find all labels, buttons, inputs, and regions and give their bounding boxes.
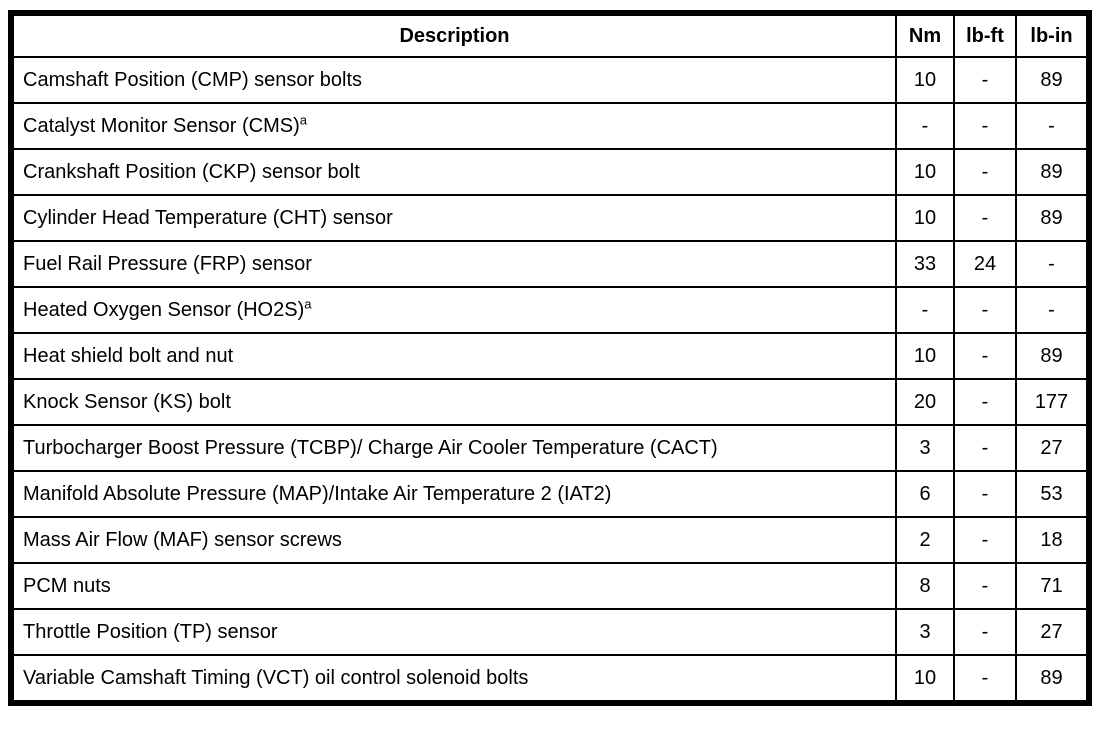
lb-in-value-cell: 53 [1015,470,1090,518]
footnote-marker: a [299,111,307,127]
description-text: Mass Air Flow (MAF) sensor screws [23,528,342,551]
column-header-lb-ft: lb-ft [953,12,1017,58]
lb-ft-value-cell: - [953,332,1017,380]
table-row: Crankshaft Position (CKP) sensor bolt 10… [10,148,1090,196]
nm-value-cell: 10 [895,654,955,704]
nm-value-cell: 6 [895,470,955,518]
table-row: Variable Camshaft Timing (VCT) oil contr… [10,654,1090,704]
lb-in-value-cell: 89 [1015,332,1090,380]
lb-in-value-cell: - [1015,102,1090,150]
description-text: Catalyst Monitor Sensor (CMS) [23,114,300,137]
table-header: Description Nm lb-ft lb-in [10,12,1090,58]
table-row: Throttle Position (TP) sensor 3 - 27 [10,608,1090,656]
table-row: Camshaft Position (CMP) sensor bolts 10 … [10,56,1090,104]
description-cell: PCM nuts [10,562,897,610]
description-text: Manifold Absolute Pressure (MAP)/Intake … [23,482,612,505]
torque-spec-table: Description Nm lb-ft lb-in Camshaft Posi… [8,10,1092,706]
description-cell: Cylinder Head Temperature (CHT) sensor [10,194,897,242]
description-cell: Fuel Rail Pressure (FRP) sensor [10,240,897,288]
nm-value-cell: 10 [895,194,955,242]
description-cell: Crankshaft Position (CKP) sensor bolt [10,148,897,196]
lb-in-value-cell: - [1015,286,1090,334]
description-text: Knock Sensor (KS) bolt [23,390,231,413]
description-cell: Turbocharger Boost Pressure (TCBP)/ Char… [10,424,897,472]
lb-ft-value-cell: - [953,654,1017,704]
description-text: PCM nuts [23,574,111,597]
table-body: Camshaft Position (CMP) sensor bolts 10 … [10,56,1090,704]
description-cell: Manifold Absolute Pressure (MAP)/Intake … [10,470,897,518]
lb-ft-value-cell: - [953,470,1017,518]
lb-in-value-cell: 89 [1015,148,1090,196]
table-row: Catalyst Monitor Sensor (CMS)a - - - [10,102,1090,150]
lb-ft-value-cell: - [953,56,1017,104]
nm-value-cell: 2 [895,516,955,564]
description-cell: Catalyst Monitor Sensor (CMS)a [10,102,897,150]
table-row: Manifold Absolute Pressure (MAP)/Intake … [10,470,1090,518]
lb-ft-value-cell: - [953,516,1017,564]
lb-ft-value-cell: - [953,562,1017,610]
table-row: PCM nuts 8 - 71 [10,562,1090,610]
table-row: Heat shield bolt and nut 10 - 89 [10,332,1090,380]
lb-ft-value-cell: 24 [953,240,1017,288]
column-header-lb-in: lb-in [1015,12,1090,58]
footnote-marker: a [304,295,312,311]
lb-in-value-cell: 27 [1015,608,1090,656]
lb-in-value-cell: 18 [1015,516,1090,564]
lb-ft-value-cell: - [953,608,1017,656]
nm-value-cell: 33 [895,240,955,288]
description-text: Throttle Position (TP) sensor [23,620,278,643]
nm-value-cell: 10 [895,56,955,104]
description-text: Variable Camshaft Timing (VCT) oil contr… [23,666,529,689]
lb-in-value-cell: 89 [1015,56,1090,104]
description-cell: Heat shield bolt and nut [10,332,897,380]
nm-value-cell: - [895,286,955,334]
lb-in-value-cell: 89 [1015,194,1090,242]
nm-value-cell: 8 [895,562,955,610]
description-cell: Knock Sensor (KS) bolt [10,378,897,426]
table-row: Fuel Rail Pressure (FRP) sensor 33 24 - [10,240,1090,288]
lb-ft-value-cell: - [953,102,1017,150]
description-cell: Mass Air Flow (MAF) sensor screws [10,516,897,564]
lb-in-value-cell: 89 [1015,654,1090,704]
nm-value-cell: 3 [895,608,955,656]
table-row: Knock Sensor (KS) bolt 20 - 177 [10,378,1090,426]
description-text: Camshaft Position (CMP) sensor bolts [23,68,363,91]
description-cell: Heated Oxygen Sensor (HO2S)a [10,286,897,334]
table-row: Cylinder Head Temperature (CHT) sensor 1… [10,194,1090,242]
description-text: Crankshaft Position (CKP) sensor bolt [23,160,360,183]
nm-value-cell: - [895,102,955,150]
lb-ft-value-cell: - [953,378,1017,426]
nm-value-cell: 3 [895,424,955,472]
description-text: Cylinder Head Temperature (CHT) sensor [23,206,393,229]
description-text: Heat shield bolt and nut [23,344,234,367]
description-cell: Throttle Position (TP) sensor [10,608,897,656]
description-text: Heated Oxygen Sensor (HO2S) [23,298,305,321]
nm-value-cell: 20 [895,378,955,426]
column-header-nm: Nm [895,12,955,58]
table-row: Mass Air Flow (MAF) sensor screws 2 - 18 [10,516,1090,564]
nm-value-cell: 10 [895,148,955,196]
lb-in-value-cell: - [1015,240,1090,288]
description-text: Fuel Rail Pressure (FRP) sensor [23,252,312,275]
nm-value-cell: 10 [895,332,955,380]
lb-in-value-cell: 27 [1015,424,1090,472]
table-row: Turbocharger Boost Pressure (TCBP)/ Char… [10,424,1090,472]
lb-ft-value-cell: - [953,424,1017,472]
lb-ft-value-cell: - [953,148,1017,196]
description-cell: Variable Camshaft Timing (VCT) oil contr… [10,654,897,704]
column-header-description: Description [10,12,897,58]
lb-in-value-cell: 71 [1015,562,1090,610]
table-row: Heated Oxygen Sensor (HO2S)a - - - [10,286,1090,334]
lb-in-value-cell: 177 [1015,378,1090,426]
description-text: Turbocharger Boost Pressure (TCBP)/ Char… [23,436,718,459]
lb-ft-value-cell: - [953,194,1017,242]
description-cell: Camshaft Position (CMP) sensor bolts [10,56,897,104]
lb-ft-value-cell: - [953,286,1017,334]
header-row: Description Nm lb-ft lb-in [10,12,1090,58]
